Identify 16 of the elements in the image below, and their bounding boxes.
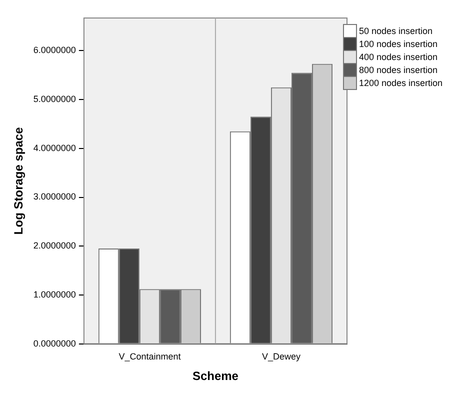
- y-tick-label: 6.0000000: [33, 45, 76, 56]
- y-tick-label: 1.0000000: [33, 289, 76, 300]
- y-tick-label: 5.0000000: [33, 94, 76, 104]
- y-axis-title: Log Storage space: [12, 126, 26, 235]
- legend-label: 400 nodes insertion: [359, 52, 438, 62]
- legend-label: 50 nodes insertion: [359, 26, 433, 36]
- y-tick-label: 0.0000000: [33, 338, 76, 348]
- x-axis-title: Scheme: [192, 369, 239, 384]
- y-tick-label: 2.0000000: [33, 240, 76, 251]
- legend-label: 100 nodes insertion: [359, 38, 438, 48]
- y-tick-label: 3.0000000: [33, 192, 76, 202]
- x-tick-label: V_Containment: [118, 352, 182, 362]
- legend-label: 800 nodes insertion: [359, 64, 438, 74]
- legend-label: 1200 nodes insertion: [359, 78, 443, 88]
- x-tick-label: V_Dewey: [262, 352, 301, 362]
- y-tick-label: 4.0000000: [33, 142, 76, 153]
